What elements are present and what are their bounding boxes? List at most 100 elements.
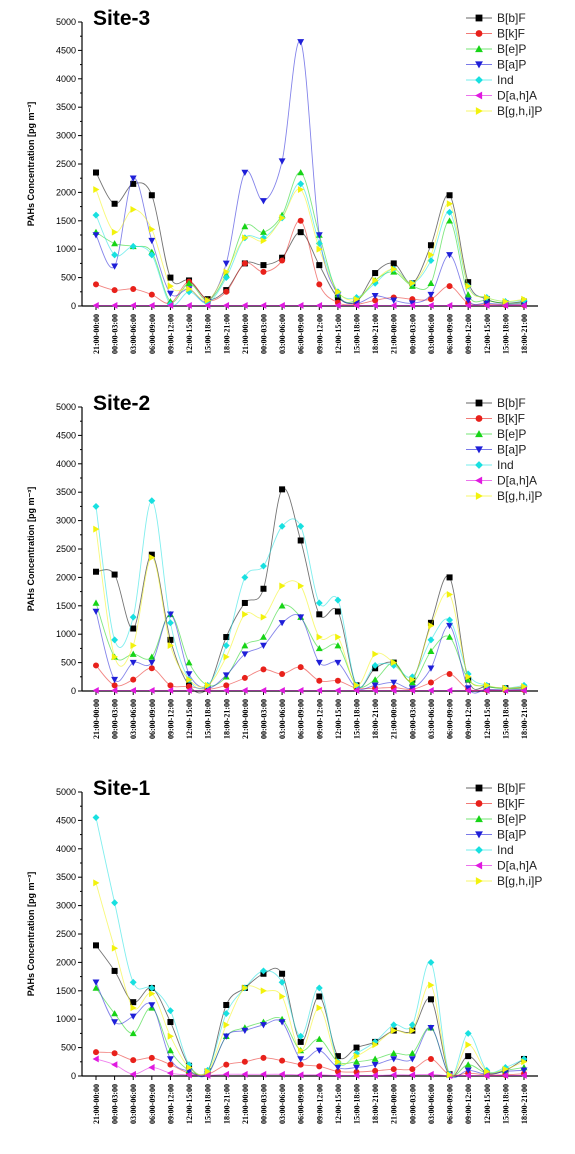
data-point — [223, 682, 230, 689]
data-point — [241, 599, 248, 606]
data-point — [166, 619, 174, 627]
data-point — [204, 1071, 211, 1079]
data-point — [428, 251, 435, 259]
data-point — [92, 1055, 99, 1063]
data-point — [260, 1054, 267, 1061]
y-tick-label: 2500 — [56, 159, 76, 169]
x-tick-label: 03:00-06:00 — [278, 314, 287, 354]
x-tick-label: 21:00-00:00 — [92, 1084, 101, 1124]
legend-label: B[e]P — [497, 812, 526, 826]
data-point — [297, 614, 305, 621]
data-point — [483, 301, 490, 309]
x-tick-label: 12:00-15:00 — [483, 1084, 492, 1124]
series-markers — [92, 814, 528, 1078]
data-point — [185, 686, 192, 694]
data-point — [92, 984, 100, 991]
y-tick-label: 5000 — [56, 787, 76, 797]
legend-label: B[b]F — [497, 781, 526, 795]
data-point — [427, 291, 435, 299]
data-point — [464, 1067, 472, 1074]
data-point — [390, 1027, 398, 1035]
data-point — [427, 242, 434, 249]
series-markers — [93, 525, 528, 692]
chart-site-3: 0 500 1000 1500 2000 2500 3000 3500 4000 4500 5000… — [26, 7, 542, 354]
data-point — [166, 1007, 174, 1015]
legend-label: Ind — [497, 843, 514, 857]
x-tick-label: 21:00-00:00 — [390, 699, 399, 739]
y-tick-label: 4500 — [56, 815, 76, 825]
data-point — [427, 279, 435, 287]
x-tick-label: 03:00-06:00 — [129, 314, 138, 354]
legend-label: B[k]F — [497, 797, 525, 811]
data-point — [242, 984, 249, 992]
legend-marker — [475, 30, 483, 37]
data-point — [185, 1071, 192, 1079]
data-point — [260, 198, 267, 205]
data-point — [241, 674, 248, 681]
data-point — [464, 685, 472, 692]
data-point — [241, 642, 249, 649]
data-point — [223, 288, 230, 295]
data-point — [297, 522, 305, 530]
series-group — [92, 486, 528, 694]
chart-site-1: 0 500 1000 1500 2000 2500 3000 3500 4000 4500 5000… — [26, 777, 542, 1124]
data-point — [279, 993, 286, 1000]
data-point — [316, 677, 323, 684]
series-line — [95, 882, 525, 1077]
data-point — [278, 1019, 286, 1026]
data-point — [520, 301, 527, 309]
data-point — [130, 285, 137, 292]
data-point — [409, 1027, 416, 1035]
legend-marker — [475, 446, 483, 454]
data-point — [130, 180, 137, 187]
data-point — [353, 295, 360, 303]
legend-label: B[b]F — [497, 11, 526, 25]
y-tick-label: 2000 — [56, 187, 76, 197]
data-point — [241, 1058, 248, 1065]
y-axis-label: PAHs Concentration [pg m⁻³] — [26, 487, 36, 612]
data-point — [148, 665, 155, 672]
data-point — [130, 999, 137, 1006]
y-tick-label: 0 — [71, 1071, 76, 1081]
data-point — [223, 1002, 230, 1008]
x-tick-label: 21:00-00:00 — [241, 699, 250, 739]
data-point — [316, 993, 323, 1000]
x-tick-label: 03:00-06:00 — [278, 699, 287, 739]
data-point — [93, 879, 100, 887]
data-point — [353, 1064, 360, 1071]
data-point — [446, 574, 453, 581]
data-point — [315, 659, 323, 667]
data-point — [130, 1057, 137, 1064]
x-tick-label: 09:00-12:00 — [166, 699, 175, 739]
data-point — [129, 242, 137, 250]
data-point — [111, 1061, 118, 1069]
chart-title: Site-2 — [93, 392, 150, 415]
data-point — [148, 1054, 155, 1061]
data-point — [278, 602, 286, 609]
legend-marker — [475, 461, 483, 469]
y-tick-label: 2000 — [56, 572, 76, 582]
data-point — [446, 616, 454, 624]
data-point — [408, 685, 416, 692]
data-point — [222, 1033, 230, 1040]
x-tick-label: 00:00-03:00 — [408, 699, 417, 739]
x-tick-label: 06:00-09:00 — [148, 699, 157, 739]
data-point — [390, 265, 398, 273]
data-point — [316, 281, 323, 288]
data-point — [167, 1032, 174, 1040]
legend-marker — [475, 107, 483, 115]
data-point — [427, 1070, 434, 1078]
series-markers — [92, 984, 528, 1078]
data-point — [93, 186, 100, 194]
x-tick-label: 03:00-06:00 — [427, 1084, 436, 1124]
data-point — [111, 899, 119, 907]
data-point — [148, 686, 155, 694]
data-point — [465, 282, 472, 290]
data-point — [111, 240, 119, 247]
data-point — [111, 1010, 119, 1017]
x-tick-label: 12:00-15:00 — [483, 314, 492, 354]
data-point — [129, 1013, 137, 1020]
data-point — [129, 613, 137, 621]
x-tick-label: 12:00-15:00 — [334, 1084, 343, 1124]
